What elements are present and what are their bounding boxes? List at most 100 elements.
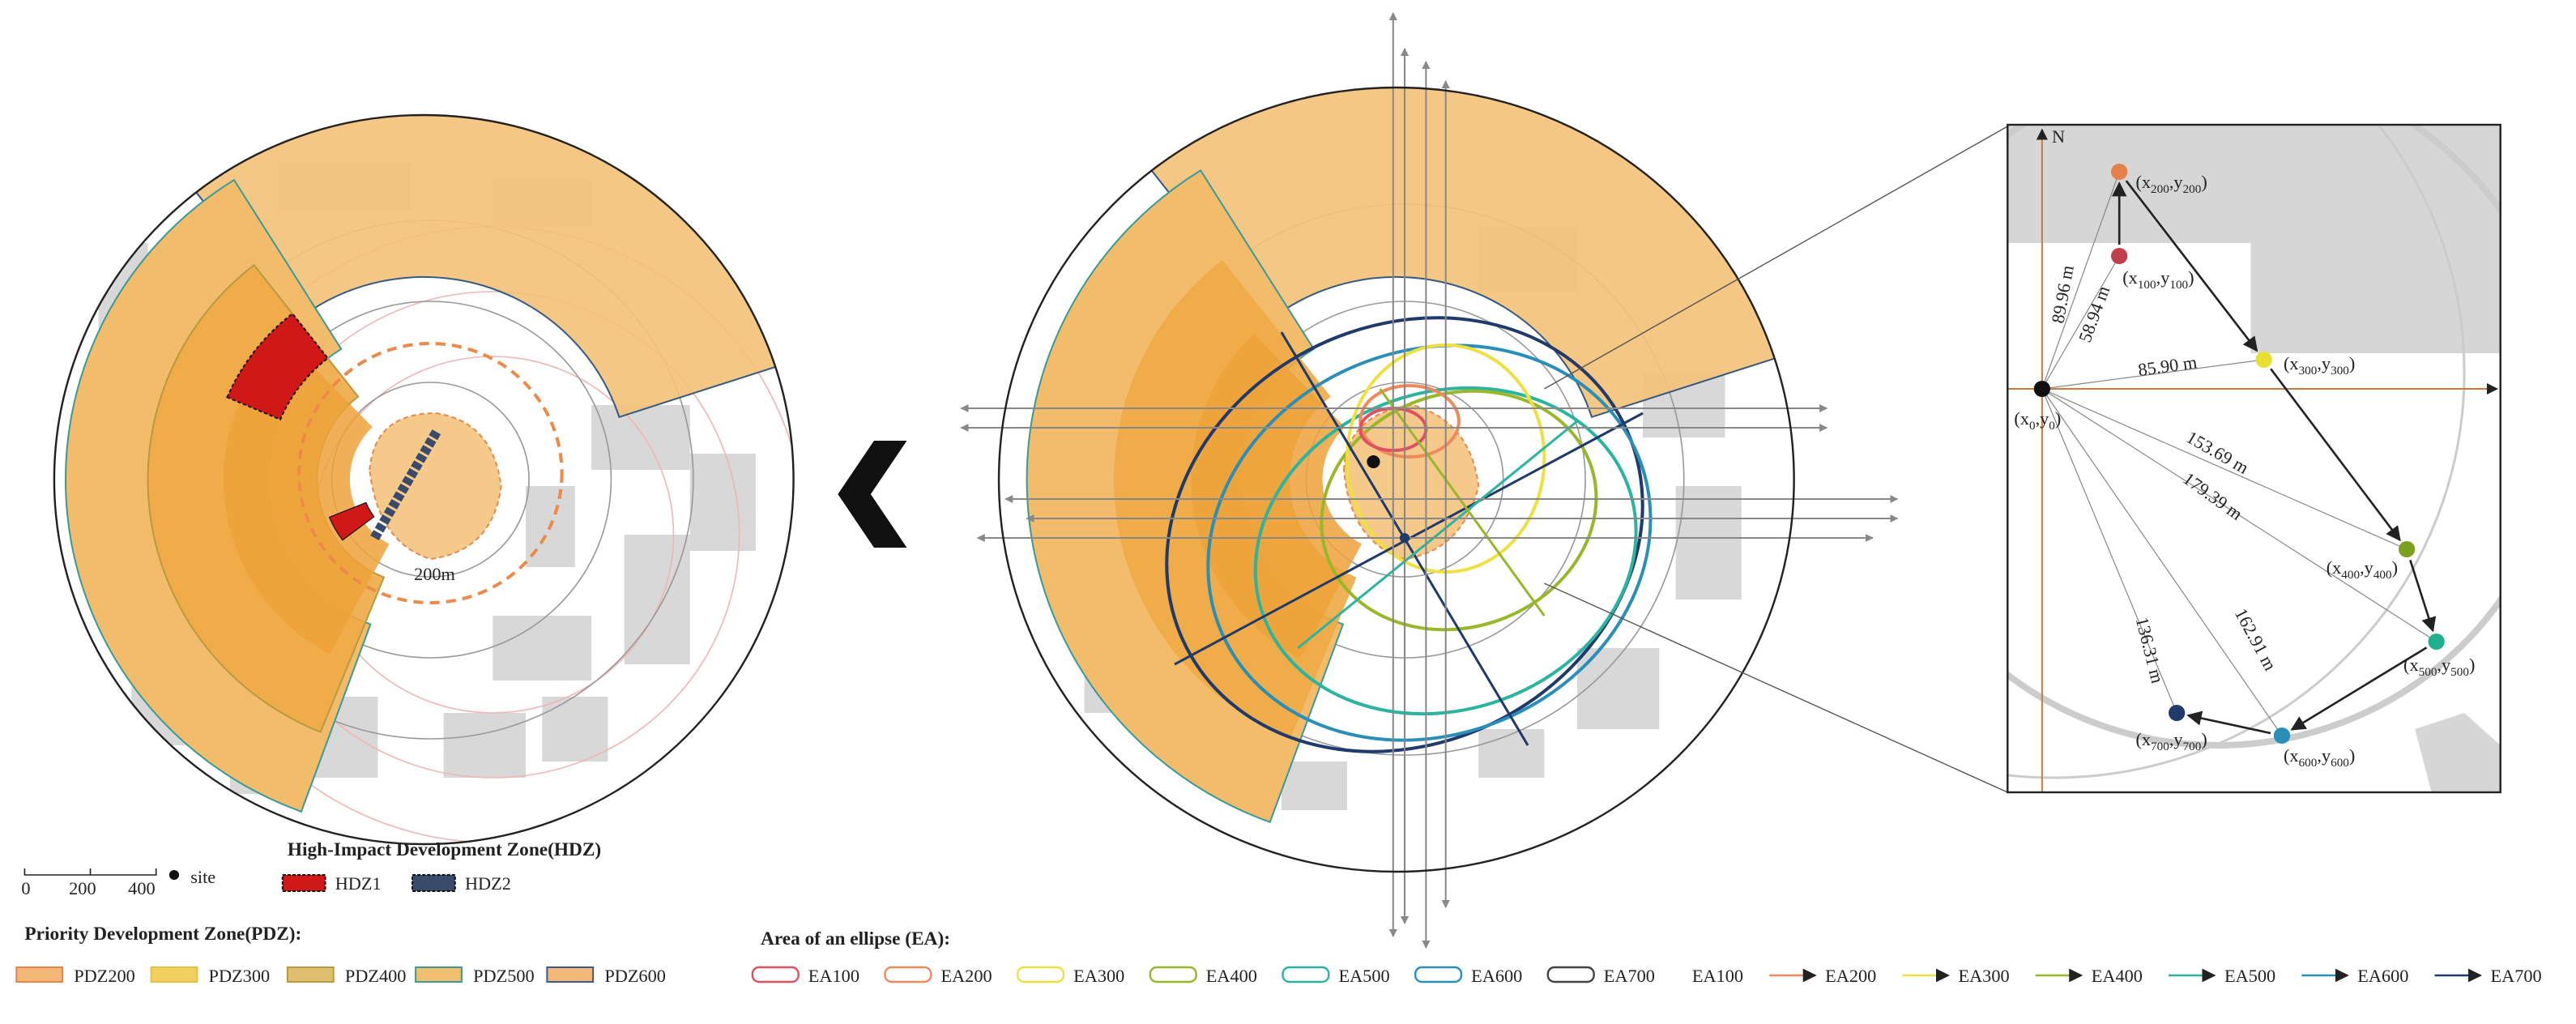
pdz200-ring [297,342,564,604]
label-part: 700 [2183,740,2202,753]
hdz1-sector [226,312,330,421]
center-point [2273,727,2291,744]
ea-arrow-label: EA100 [1692,966,1743,986]
building-block [2415,713,2501,792]
label-part: (x [2014,408,2029,429]
ea-label: EA300 [1073,966,1124,986]
label-part: ) [2201,172,2207,192]
radius-line [2041,388,2437,642]
ea400-ellipse [1320,389,1598,632]
ea-swatch [1546,966,1595,983]
radius-line [2041,388,2177,714]
label-part: ,y [2437,655,2450,675]
label-part: ,y [2169,172,2183,192]
point-label: (x300,y300) [2284,353,2355,378]
pdz-label: PDZ200 [74,966,135,986]
radius-line [2041,388,2408,550]
path-arrow [2290,646,2428,731]
ea-swatch [1282,966,1330,983]
building-block [2007,125,2501,353]
ea-arrow-label: EA600 [2357,966,2408,986]
label-part: (x [2284,745,2299,766]
point-label: (x0,y0) [2014,408,2061,433]
inset-border [2007,123,2501,794]
label-part: ) [2469,655,2475,675]
pdz300-sector [223,337,390,655]
point-label: (x500,y500) [2403,655,2475,679]
ring [2007,125,2466,779]
zoom-line [1544,582,2008,793]
left-map-border [53,113,795,846]
pdz-label: PDZ600 [604,966,666,986]
label-part: 500 [2419,666,2437,679]
ea-label: EA700 [1604,966,1655,986]
hdz1-sector-small [328,501,375,541]
pdz200-zone [369,412,502,561]
axis-arrows [960,11,1899,949]
ea-arrow-label: EA300 [1958,966,2009,986]
label-part: 100 [2138,279,2156,292]
label-part: ,y [2360,557,2373,578]
pdz-swatch [546,966,595,983]
label-part: 700 [2151,740,2169,753]
label-part: 100 [2169,279,2188,292]
label-part: (x [2122,267,2138,288]
pdz-swatch [15,966,64,983]
legend-rows: PDZ200 PDZ300 PDZ400 PDZ500 PDZ600 EA100 EA200… [15,966,2542,986]
point-label: (x100,y100) [2122,267,2194,292]
center-point [2398,541,2416,557]
legend: 0 200 400 site High-Impact Development Z… [15,839,2542,986]
label-part: 200 [2183,183,2202,196]
ellipse-center [1399,533,1410,543]
scale-label: 200m [414,564,455,584]
radius-line [2041,388,2283,736]
hdz1-swatch [281,874,326,892]
radius-line [2041,255,2120,390]
center-point [2428,634,2445,650]
label-part: 600 [2299,757,2318,770]
label-part: 400 [2373,569,2392,582]
label-part: ,y [2036,408,2049,429]
pdz-swatch [286,966,335,983]
site-symbol [168,870,180,880]
label-part: (x [2327,557,2342,578]
label-part: ) [2349,745,2355,766]
scale-bar [23,868,157,876]
north-label: N [2052,126,2065,147]
ea-swatch [1414,966,1463,983]
label-part: 300 [2299,365,2318,378]
center-point [2111,164,2128,180]
ea-label: EA200 [940,966,992,986]
label-part: 300 [2331,365,2349,378]
center-point [2255,352,2272,368]
zoom-line [1544,126,2008,390]
point-label: (x600,y600) [2284,745,2355,770]
hdz-label: HDZ1 [335,873,382,894]
middle-map [1026,87,1794,824]
ea-title: Area of an ellipse (EA): [761,928,950,949]
center-point [2111,248,2128,264]
label-part: (x [2284,353,2299,373]
hdz-title: High-Impact Development Zone(HDZ) [288,839,601,860]
pdz-label: PDZ400 [345,966,407,986]
label-part: 0 [2029,420,2036,433]
label-part: ,y [2156,267,2170,288]
label-part: 600 [2331,757,2349,770]
ea-label: EA500 [1338,966,1389,986]
point-label: (x200,y200) [2135,172,2207,196]
ea-label: EA400 [1206,966,1257,986]
center-point [2033,381,2051,397]
ea-swatch [1016,966,1065,983]
middle-map-border [997,86,1795,873]
ea-label: EA600 [1471,966,1522,986]
center-point [2169,705,2186,721]
label-part: (x [2135,729,2151,749]
scale-tick: 0 [21,878,30,898]
label-part: ) [2349,353,2355,373]
label-part: ,y [2317,353,2331,373]
label-part: (x [2135,172,2151,192]
pdz-swatch [415,966,463,983]
label-part: ,y [2317,745,2331,766]
